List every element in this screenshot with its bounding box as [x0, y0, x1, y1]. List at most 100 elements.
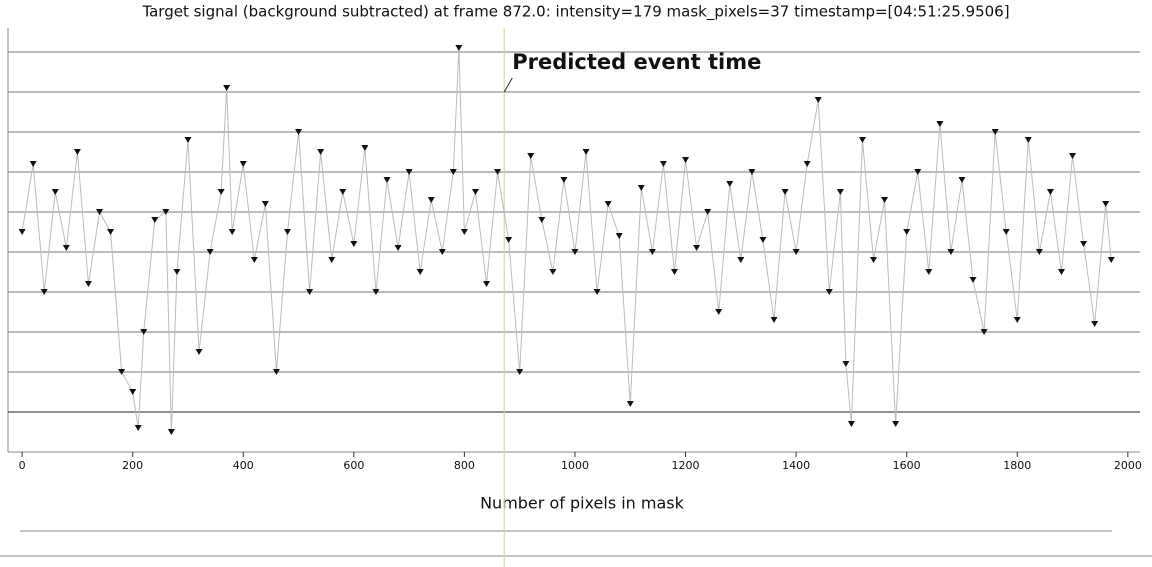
marker: [936, 121, 944, 127]
marker: [648, 249, 656, 255]
marker: [1057, 269, 1065, 275]
marker: [295, 129, 303, 135]
marker: [306, 289, 314, 295]
marker: [1002, 229, 1010, 235]
marker: [715, 309, 723, 315]
marker: [405, 169, 413, 175]
marker: [1035, 249, 1043, 255]
marker: [892, 421, 900, 427]
marker: [947, 249, 955, 255]
marker: [416, 269, 424, 275]
x-tick-label: 1200: [672, 459, 700, 472]
marker: [549, 269, 557, 275]
marker: [195, 349, 203, 355]
marker: [538, 217, 546, 223]
marker: [1107, 257, 1115, 263]
x-tick-label: 600: [343, 459, 364, 472]
marker: [836, 189, 844, 195]
marker: [925, 269, 933, 275]
marker: [870, 257, 878, 263]
marker: [483, 281, 491, 287]
marker: [96, 209, 104, 215]
marker: [903, 229, 911, 235]
marker: [1046, 189, 1054, 195]
marker: [228, 229, 236, 235]
marker: [516, 369, 524, 375]
marker: [206, 249, 214, 255]
marker: [40, 289, 48, 295]
x-tick-label: 200: [122, 459, 143, 472]
marker: [283, 229, 291, 235]
marker: [29, 161, 37, 167]
marker: [726, 181, 734, 187]
marker: [1102, 201, 1110, 207]
marker: [914, 169, 922, 175]
marker: [969, 277, 977, 283]
marker: [449, 169, 457, 175]
x-tick-label: 0: [19, 459, 26, 472]
marker: [184, 137, 192, 143]
marker: [162, 209, 170, 215]
x-tick-label: 1800: [1003, 459, 1031, 472]
marker: [239, 161, 247, 167]
x-tick-label: 400: [233, 459, 254, 472]
marker: [792, 249, 800, 255]
marker: [1080, 241, 1088, 247]
marker: [604, 201, 612, 207]
marker: [1024, 137, 1032, 143]
marker: [438, 249, 446, 255]
marker: [803, 161, 811, 167]
marker: [626, 401, 634, 407]
marker: [748, 169, 756, 175]
x-tick-label: 2000: [1114, 459, 1142, 472]
marker: [770, 317, 778, 323]
marker: [261, 201, 269, 207]
marker: [615, 233, 623, 239]
marker: [84, 281, 92, 287]
marker: [151, 217, 159, 223]
marker: [51, 189, 59, 195]
marker: [339, 189, 347, 195]
marker: [361, 145, 369, 151]
marker: [593, 289, 601, 295]
series-line: [21, 47, 1112, 433]
annotation-arrow: [503, 77, 513, 93]
marker: [582, 149, 590, 155]
marker: [317, 149, 325, 155]
marker: [814, 97, 822, 103]
marker: [471, 189, 479, 195]
marker: [383, 177, 391, 183]
marker: [505, 237, 513, 243]
chart-title: Target signal (background subtracted) at…: [141, 3, 1009, 22]
marker: [173, 269, 181, 275]
x-tick-label: 800: [454, 459, 475, 472]
marker: [129, 389, 137, 395]
marker: [250, 257, 258, 263]
marker: [494, 169, 502, 175]
marker: [1013, 317, 1021, 323]
x-tick-label: 1400: [782, 459, 810, 472]
marker: [825, 289, 833, 295]
marker: [427, 197, 435, 203]
marker: [858, 137, 866, 143]
x-tick-label: 1600: [893, 459, 921, 472]
marker: [958, 177, 966, 183]
marker: [1069, 153, 1077, 159]
marker: [272, 369, 280, 375]
annotation: Predicted event time: [512, 50, 761, 74]
marker: [134, 425, 142, 431]
marker: [527, 153, 535, 159]
marker: [328, 257, 336, 263]
marker: [637, 185, 645, 191]
x-tick-label: 1000: [561, 459, 589, 472]
marker: [223, 85, 231, 91]
marker: [693, 245, 701, 251]
marker: [455, 45, 463, 51]
marker: [350, 241, 358, 247]
marker: [1091, 321, 1099, 327]
marker: [460, 229, 468, 235]
marker: [118, 369, 126, 375]
marker: [980, 329, 988, 335]
marker: [571, 249, 579, 255]
